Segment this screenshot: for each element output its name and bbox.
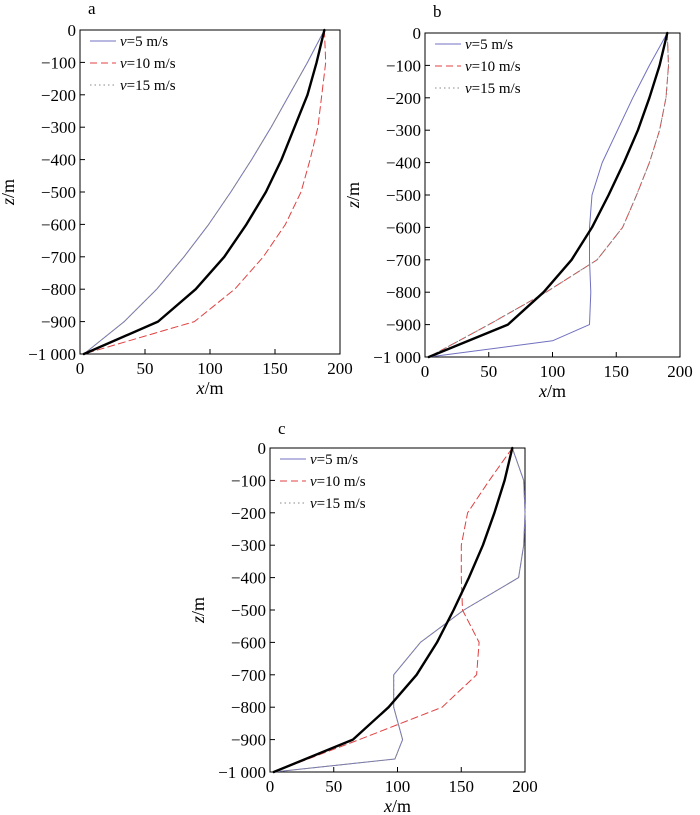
y-axis-title: z/m xyxy=(0,179,18,206)
panel-label: b xyxy=(433,2,442,21)
y-tick-label: −600 xyxy=(41,215,76,234)
y-tick-label: −900 xyxy=(231,731,266,750)
panel-a: a0 50 100 150 2000−100−200−300−400−500−600−7… xyxy=(0,0,353,398)
legend-entry: v=5 m/s xyxy=(310,452,358,468)
x-axis-title: x/m xyxy=(383,796,411,815)
x-axis-title: x/m xyxy=(538,381,566,401)
plot-frame xyxy=(424,32,681,358)
x-tick-label: 0 xyxy=(76,359,85,378)
y-tick-label: −900 xyxy=(41,313,76,332)
series-line-bold xyxy=(427,31,669,359)
x-tick-label: 150 xyxy=(262,359,288,378)
series-line-bold xyxy=(82,28,326,356)
x-tick-label: 0 xyxy=(421,362,430,381)
x-tick-label: 50 xyxy=(480,362,497,381)
x-tick-label: 200 xyxy=(327,359,353,378)
series-line-dashed xyxy=(273,447,513,773)
panel-c: c0 50 100 150 2000−100−200−300−400−500−600−7… xyxy=(188,419,538,815)
x-tick-label: 100 xyxy=(385,777,411,796)
y-tick-label: −300 xyxy=(231,536,266,555)
x-tick-label: 200 xyxy=(667,362,693,381)
y-tick-label: −1 000 xyxy=(218,763,266,782)
y-tick-label: −700 xyxy=(231,666,266,685)
x-tick-label: 50 xyxy=(325,777,342,796)
y-tick-label: −200 xyxy=(41,86,76,105)
y-axis-title: z/m xyxy=(343,182,363,209)
series-line-bold xyxy=(272,446,514,774)
y-tick-label: −200 xyxy=(386,89,421,108)
legend-entry: v=10 m/s xyxy=(310,474,366,490)
legend-entry: v=5 m/s xyxy=(120,34,168,50)
panel-b: b0 50 100 150 2000−100−200−300−400−500−600−7… xyxy=(343,2,693,401)
y-tick-label: −400 xyxy=(386,154,421,173)
y-tick-label: 0 xyxy=(258,439,267,458)
y-tick-label: 0 xyxy=(68,21,77,40)
y-tick-label: −800 xyxy=(231,698,266,717)
y-tick-label: −800 xyxy=(41,280,76,299)
y-tick-label: −200 xyxy=(231,504,266,523)
x-tick-label: 150 xyxy=(449,777,475,796)
legend-entry: v=5 m/s xyxy=(465,37,513,53)
y-tick-label: −100 xyxy=(386,56,421,75)
series-line-dotted xyxy=(83,29,325,355)
y-tick-label: −400 xyxy=(231,569,266,588)
x-tick-label: 100 xyxy=(197,359,223,378)
plot-frame xyxy=(269,447,526,773)
y-tick-label: −500 xyxy=(231,601,266,620)
y-tick-label: −600 xyxy=(231,633,266,652)
y-axis-title: z/m xyxy=(188,597,208,624)
x-tick-label: 150 xyxy=(604,362,630,381)
series-line-dotted xyxy=(428,32,669,358)
legend-entry: v=10 m/s xyxy=(120,56,176,72)
y-tick-label: −100 xyxy=(41,53,76,72)
x-tick-label: 200 xyxy=(512,777,538,796)
y-tick-label: −900 xyxy=(386,316,421,335)
x-tick-label: 50 xyxy=(137,359,154,378)
y-tick-label: −600 xyxy=(386,218,421,237)
y-tick-label: −300 xyxy=(386,121,421,140)
y-tick-label: −700 xyxy=(41,248,76,267)
y-tick-label: −500 xyxy=(386,186,421,205)
panel-label: c xyxy=(278,419,286,438)
legend-entry: v=15 m/s xyxy=(120,78,176,94)
y-tick-label: −1 000 xyxy=(373,348,421,367)
y-tick-label: −300 xyxy=(41,118,76,137)
y-tick-label: 0 xyxy=(413,24,422,43)
y-tick-label: −500 xyxy=(41,183,76,202)
y-tick-label: −800 xyxy=(386,283,421,302)
series-line-solid xyxy=(428,32,668,358)
x-tick-label: 0 xyxy=(266,777,275,796)
legend-entry: v=10 m/s xyxy=(465,59,521,75)
series-line-dotted xyxy=(273,447,526,773)
x-axis-title: x/m xyxy=(195,378,223,398)
y-tick-label: −100 xyxy=(231,471,266,490)
panel-label: a xyxy=(88,0,96,18)
y-tick-label: −400 xyxy=(41,151,76,170)
y-tick-label: −1 000 xyxy=(28,345,76,364)
legend-entry: v=15 m/s xyxy=(465,81,521,97)
legend-entry: v=15 m/s xyxy=(310,496,366,512)
x-tick-label: 100 xyxy=(540,362,566,381)
y-tick-label: −700 xyxy=(386,251,421,270)
series-line-dashed xyxy=(83,29,327,355)
